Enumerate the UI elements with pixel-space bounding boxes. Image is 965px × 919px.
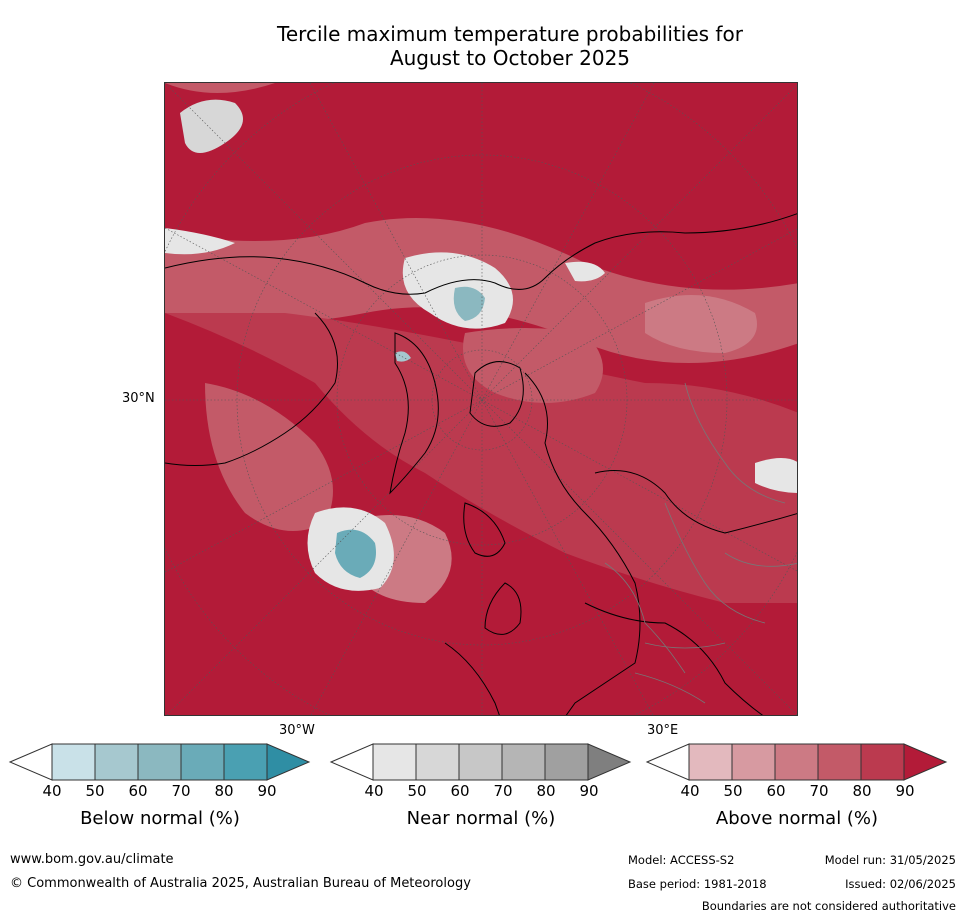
tick-near-70: 70 [493, 782, 513, 800]
tick-near-50: 50 [407, 782, 427, 800]
disclaimer-text: Boundaries are not considered authoritat… [701, 899, 956, 913]
colorbar-segment [817, 743, 862, 781]
copyright-text: © Commonwealth of Australia 2025, Austra… [10, 876, 471, 891]
tick-near-80: 80 [536, 782, 556, 800]
colorbar-below-title: Below normal (%) [80, 808, 240, 829]
tick-below-80: 80 [214, 782, 234, 800]
below-normal-patch-canada [395, 351, 411, 362]
near-normal-patch-west [165, 228, 235, 255]
below-normal-patch-atlantic [335, 529, 376, 578]
above-normal-patch-north-america [205, 383, 333, 531]
colorbar-segment [223, 743, 268, 781]
graticule [165, 83, 797, 715]
above-normal-patch-arctic [463, 328, 603, 403]
colorbar-near-normal [329, 743, 632, 781]
colorbar-segment [415, 743, 460, 781]
near-normal-patch-laptev [565, 261, 605, 282]
tick-near-90: 90 [579, 782, 599, 800]
above-normal-patch-siberia [645, 295, 757, 353]
colorbar-segment [51, 743, 96, 781]
colorbar-segment [372, 743, 417, 781]
below-normal-patch-arctic [453, 286, 485, 321]
tick-below-70: 70 [171, 782, 191, 800]
tick-above-70: 70 [809, 782, 829, 800]
tick-near-60: 60 [450, 782, 470, 800]
map-canvas [165, 83, 797, 715]
near-normal-patch-pacific [180, 99, 243, 153]
tick-near-40: 40 [364, 782, 384, 800]
tick-above-40: 40 [680, 782, 700, 800]
colorbar-segment [458, 743, 503, 781]
colorbar-segment [903, 743, 948, 781]
colorbar-below-normal-svg [8, 743, 311, 781]
colorbar-segment [688, 743, 733, 781]
colorbar-segment [587, 743, 632, 781]
lon-label-30e: 30°E [647, 723, 679, 738]
colorbar-near-title: Near normal (%) [406, 808, 556, 829]
tick-above-50: 50 [723, 782, 743, 800]
colorbar-segment [860, 743, 905, 781]
near-normal-patch-east [755, 458, 797, 493]
colorbar-above-normal [645, 743, 948, 781]
tick-below-90: 90 [257, 782, 277, 800]
colorbar-segment [731, 743, 776, 781]
probability-map [164, 82, 798, 716]
colorbar-segment [180, 743, 225, 781]
tick-above-90: 90 [895, 782, 915, 800]
tick-below-60: 60 [128, 782, 148, 800]
colorbar-segment [774, 743, 819, 781]
model-text: Model: ACCESS-S2 [628, 853, 735, 867]
colorbar-above-normal-svg [645, 743, 948, 781]
issued-text: Issued: 02/06/2025 [845, 877, 956, 891]
colorbar-segment [94, 743, 139, 781]
tick-above-80: 80 [852, 782, 872, 800]
model-run-text: Model run: 31/05/2025 [824, 853, 956, 867]
colorbar-segment [137, 743, 182, 781]
tick-below-40: 40 [42, 782, 62, 800]
above-normal-patch-pacific [165, 83, 275, 93]
base-period-text: Base period: 1981-2018 [628, 877, 767, 891]
colorbar-segment [266, 743, 311, 781]
map-title-line2: August to October 2025 [389, 46, 631, 70]
lon-label-30w: 30°W [279, 723, 315, 738]
above-normal-band-mid [165, 313, 797, 603]
tick-below-50: 50 [85, 782, 105, 800]
website-link[interactable]: www.bom.gov.au/climate [10, 852, 174, 867]
colorbar-near-normal-svg [329, 743, 632, 781]
lat-label-30n: 30°N [122, 391, 155, 406]
colorbar-segment [8, 743, 53, 781]
colorbar-segment [645, 743, 690, 781]
colorbar-below-normal [8, 743, 311, 781]
colorbar-segment [544, 743, 589, 781]
tick-above-60: 60 [766, 782, 786, 800]
colorbar-above-title: Above normal (%) [715, 808, 879, 829]
map-title-line1: Tercile maximum temperature probabilitie… [277, 22, 743, 46]
political-boundaries [604, 382, 797, 704]
coastlines [165, 213, 797, 715]
colorbar-segment [501, 743, 546, 781]
colorbar-segment [329, 743, 374, 781]
